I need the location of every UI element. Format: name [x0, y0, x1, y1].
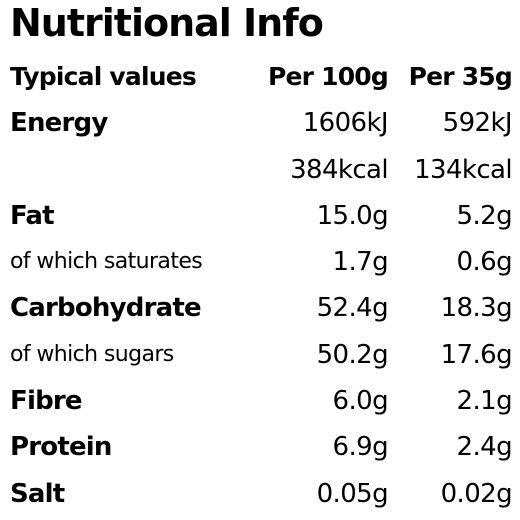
table-row-saturates: of which saturates 1.7g 0.6g — [10, 239, 513, 285]
row-per-35g: 18.3g — [440, 293, 513, 324]
row-per-35g: 0.02g — [440, 478, 513, 509]
row-label: of which saturates — [10, 249, 203, 275]
table-row-protein: Protein 6.9g 2.4g — [10, 424, 513, 470]
row-per-100g: 0.05g — [316, 478, 389, 509]
header-per-100g: Per 100g — [268, 62, 389, 91]
header-typical-values: Typical values — [10, 62, 197, 91]
row-label: Salt — [10, 478, 65, 509]
row-label: Fat — [10, 200, 55, 231]
row-per-35g: 5.2g — [456, 200, 513, 231]
row-label: Energy — [10, 108, 108, 139]
row-per-35g: 2.4g — [456, 432, 513, 463]
row-label: Protein — [10, 432, 112, 463]
table-row-fat: Fat 15.0g 5.2g — [10, 193, 513, 239]
row-per-100g: 15.0g — [316, 200, 389, 231]
row-per-100g: 50.2g — [316, 339, 389, 370]
row-per-100g: 1.7g — [332, 247, 389, 278]
row-per-35g: 2.1g — [456, 386, 513, 417]
table-row-carbohydrate: Carbohydrate 52.4g 18.3g — [10, 285, 513, 331]
row-label: Carbohydrate — [10, 293, 202, 324]
table-header-row: Typical values Per 100g Per 35g — [10, 54, 513, 100]
header-per-35g: Per 35g — [408, 62, 513, 91]
row-per-35g: 134kcal — [414, 154, 513, 185]
row-per-35g: 592kJ — [442, 108, 513, 139]
row-per-100g: 384kcal — [290, 154, 389, 185]
table-row-energy-kcal: 384kcal 134kcal — [10, 147, 513, 193]
table-row-fibre: Fibre 6.0g 2.1g — [10, 378, 513, 424]
row-per-100g: 1606kJ — [302, 108, 389, 139]
table-row-salt: Salt 0.05g 0.02g — [10, 471, 513, 517]
table-row-energy-kj: Energy 1606kJ 592kJ — [10, 100, 513, 146]
nutrition-table: Typical values Per 100g Per 35g Energy 1… — [10, 54, 513, 517]
table-row-sugars: of which sugars 50.2g 17.6g — [10, 332, 513, 378]
row-per-100g: 6.0g — [332, 386, 389, 417]
row-label: Fibre — [10, 386, 83, 417]
page-title: Nutritional Info — [10, 1, 324, 45]
row-per-35g: 17.6g — [440, 339, 513, 370]
row-per-100g: 52.4g — [316, 293, 389, 324]
row-per-35g: 0.6g — [456, 247, 513, 278]
row-per-100g: 6.9g — [332, 432, 389, 463]
row-label: of which sugars — [10, 341, 174, 367]
